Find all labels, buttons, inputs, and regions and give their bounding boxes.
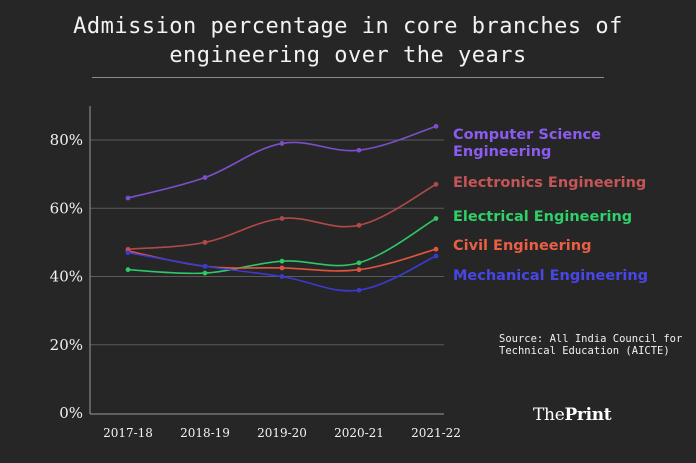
- data-point: [202, 239, 208, 245]
- data-point: [356, 260, 362, 266]
- y-tick-label: 0%: [59, 404, 83, 422]
- data-point: [356, 267, 362, 273]
- chart-title-line-1: Admission percentage in core branches of: [73, 14, 623, 39]
- data-point: [202, 175, 208, 180]
- data-point: [279, 141, 285, 146]
- legend-item-computer-science: Computer Science Engineering: [453, 127, 601, 160]
- y-tick-label: 60%: [50, 199, 83, 217]
- data-point: [433, 123, 439, 129]
- data-point: [202, 270, 208, 276]
- title-divider: [92, 77, 604, 78]
- brand-logo-part-2: Print: [564, 405, 612, 425]
- data-point: [125, 250, 131, 256]
- data-point: [202, 263, 208, 269]
- data-point: [279, 265, 285, 271]
- legend-item-electrical: Electrical Engineering: [453, 209, 633, 225]
- chart-title: Admission percentage in core branches of…: [0, 12, 696, 70]
- x-tick-label: 2021-22: [411, 426, 461, 440]
- chart-title-line-2: engineering over the years: [169, 43, 527, 68]
- data-point: [356, 222, 362, 228]
- data-point: [279, 216, 285, 221]
- x-tick-label: 2017-18: [103, 426, 153, 440]
- x-tick-label: 2019-20: [257, 426, 307, 440]
- brand-logo-part-1: The: [533, 405, 565, 425]
- x-tick-label: 2018-19: [180, 426, 230, 440]
- y-tick-label: 20%: [50, 336, 83, 354]
- data-point: [433, 246, 439, 252]
- y-tick-label: 40%: [50, 268, 83, 286]
- x-tick-label: 2020-21: [334, 426, 384, 440]
- data-point: [356, 287, 362, 293]
- brand-logo: ThePrint: [533, 405, 612, 425]
- series-line-4: [127, 251, 437, 292]
- data-point: [125, 195, 131, 201]
- data-point: [433, 216, 439, 221]
- data-point: [433, 181, 439, 187]
- data-point: [279, 274, 285, 279]
- legend-item-mechanical: Mechanical Engineering: [453, 268, 649, 284]
- legend-item-civil: Civil Engineering: [453, 238, 592, 254]
- data-point: [279, 258, 285, 264]
- data-point: [125, 267, 131, 273]
- legend-item-electronics: Electronics Engineering: [453, 175, 647, 191]
- y-tick-label: 80%: [50, 131, 83, 149]
- data-point: [433, 253, 439, 259]
- source-note: Source: All India Council for Technical …: [499, 333, 683, 357]
- series-line-0: [127, 125, 437, 199]
- data-point: [356, 147, 362, 153]
